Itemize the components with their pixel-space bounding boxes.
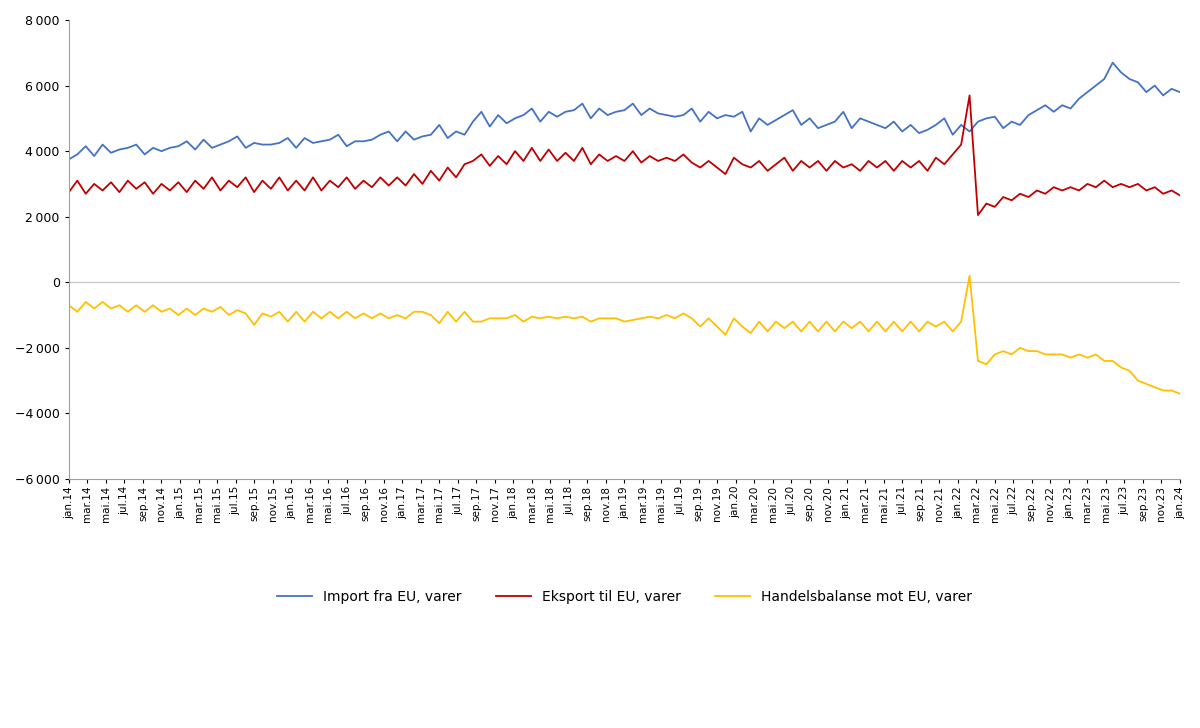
Handelsbalanse mot EU, varer — [1114, 363, 1128, 372]
Import fra EU, varer — [61, 155, 76, 164]
Eksport til EU, varer — [1172, 191, 1187, 199]
Handelsbalanse mot EU, varer — [138, 307, 152, 316]
Import fra EU, varer — [828, 117, 842, 126]
Eksport til EU, varer — [61, 188, 76, 197]
Eksport til EU, varer — [962, 91, 977, 100]
Handelsbalanse mot EU, varer — [794, 327, 809, 336]
Line: Handelsbalanse mot EU, varer: Handelsbalanse mot EU, varer — [68, 276, 1180, 394]
Eksport til EU, varer — [138, 178, 152, 186]
Import fra EU, varer — [1172, 88, 1187, 97]
Line: Eksport til EU, varer: Eksport til EU, varer — [68, 95, 1180, 215]
Eksport til EU, varer — [761, 167, 775, 175]
Import fra EU, varer — [1139, 88, 1153, 97]
Legend: Import fra EU, varer, Eksport til EU, varer, Handelsbalanse mot EU, varer: Import fra EU, varer, Eksport til EU, va… — [271, 585, 978, 610]
Handelsbalanse mot EU, varer — [61, 301, 76, 309]
Eksport til EU, varer — [971, 210, 985, 219]
Import fra EU, varer — [138, 150, 152, 159]
Eksport til EU, varer — [1122, 183, 1136, 191]
Eksport til EU, varer — [1147, 183, 1162, 191]
Handelsbalanse mot EU, varer — [761, 327, 775, 336]
Handelsbalanse mot EU, varer — [828, 327, 842, 336]
Eksport til EU, varer — [794, 157, 809, 165]
Eksport til EU, varer — [828, 157, 842, 165]
Handelsbalanse mot EU, varer — [1172, 389, 1187, 398]
Line: Import fra EU, varer: Import fra EU, varer — [68, 63, 1180, 159]
Import fra EU, varer — [1114, 68, 1128, 77]
Import fra EU, varer — [1105, 58, 1120, 67]
Import fra EU, varer — [761, 121, 775, 130]
Handelsbalanse mot EU, varer — [962, 272, 977, 280]
Handelsbalanse mot EU, varer — [1139, 379, 1153, 388]
Import fra EU, varer — [794, 121, 809, 130]
